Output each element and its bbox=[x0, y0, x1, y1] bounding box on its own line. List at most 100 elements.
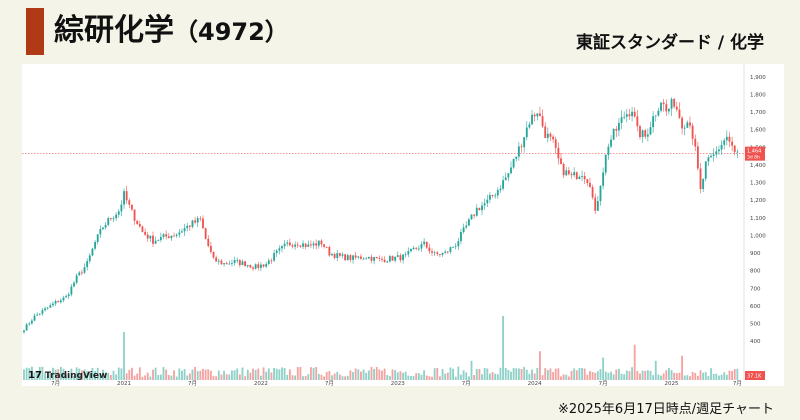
candle-body bbox=[52, 303, 54, 306]
candle-body bbox=[431, 251, 433, 253]
candle-body bbox=[420, 244, 423, 249]
volume-bar bbox=[420, 374, 423, 380]
volume-bar bbox=[107, 372, 110, 380]
volume-bar bbox=[117, 367, 120, 380]
candle-body bbox=[486, 199, 489, 204]
volume-bar bbox=[665, 370, 668, 380]
volume-bar bbox=[570, 370, 573, 380]
volume-bar bbox=[191, 369, 194, 380]
price-chart[interactable]: 400 500 600 700 800 900 1,000 1,100 1,200 1,300 1,… bbox=[22, 64, 784, 386]
volume-bar bbox=[244, 376, 247, 380]
candle-body bbox=[325, 246, 328, 248]
volume-bar bbox=[286, 374, 289, 380]
candle-body bbox=[199, 218, 202, 219]
volume-bar bbox=[120, 368, 123, 380]
candle-body bbox=[65, 296, 68, 298]
candle-body bbox=[586, 179, 589, 183]
candle-body bbox=[244, 261, 247, 267]
candle-body bbox=[636, 116, 639, 127]
volume-bar bbox=[152, 369, 154, 380]
volume-bar bbox=[188, 373, 191, 380]
candle-body bbox=[123, 191, 125, 205]
page-title: 綜研化学（4972） bbox=[54, 6, 289, 56]
volume-bar bbox=[341, 376, 344, 380]
candle-body bbox=[91, 248, 94, 256]
candle-body bbox=[567, 170, 570, 175]
volume-bar bbox=[462, 370, 465, 380]
x-tick-label: 2022 bbox=[254, 381, 268, 386]
candle-body bbox=[191, 220, 194, 227]
candle-body bbox=[510, 167, 512, 174]
volume-bar bbox=[404, 371, 407, 380]
candle-body bbox=[62, 297, 65, 301]
y-tick-label: 1,600 bbox=[750, 128, 766, 134]
volume-bar bbox=[338, 374, 341, 380]
candle-body bbox=[225, 263, 228, 265]
volume-bar bbox=[346, 375, 349, 380]
y-tick-label: 1,200 bbox=[750, 198, 766, 204]
volume-bar bbox=[344, 376, 347, 380]
candle-body bbox=[649, 127, 652, 135]
volume-bar bbox=[436, 367, 439, 380]
candle-body bbox=[736, 151, 739, 153]
candle-body bbox=[689, 122, 691, 126]
candle-body bbox=[159, 236, 162, 241]
volume-bar bbox=[417, 373, 420, 380]
candle-body bbox=[657, 110, 660, 116]
candle-body bbox=[259, 264, 262, 268]
candle-body bbox=[457, 241, 460, 247]
volume-bar bbox=[283, 368, 286, 380]
volume-bar bbox=[425, 375, 428, 380]
volume-bar bbox=[59, 367, 62, 380]
candle-body bbox=[115, 214, 118, 219]
volume-bar bbox=[599, 369, 602, 380]
volume-bar bbox=[646, 370, 649, 380]
candle-body bbox=[109, 218, 112, 220]
candle-body bbox=[515, 156, 518, 159]
volume-bar bbox=[620, 373, 623, 380]
volume-bar bbox=[281, 367, 283, 380]
candle-body bbox=[38, 313, 41, 315]
y-tick-label: 1,900 bbox=[750, 75, 766, 81]
tradingview-logo[interactable]: 17 TradingView bbox=[28, 370, 107, 381]
volume-bar bbox=[86, 371, 89, 380]
volume-bar bbox=[694, 372, 697, 380]
volume-bar bbox=[123, 332, 125, 380]
volume-bar bbox=[323, 376, 326, 380]
candle-body bbox=[591, 187, 594, 198]
candle-body bbox=[610, 139, 612, 147]
x-tick-label: 7月 bbox=[599, 380, 608, 386]
volume-bar bbox=[381, 370, 383, 380]
candle-body bbox=[302, 243, 304, 247]
y-tick-label: 1,300 bbox=[750, 181, 766, 187]
candle-body bbox=[86, 261, 89, 268]
volume-bar bbox=[25, 367, 28, 380]
volume-bar bbox=[549, 368, 552, 380]
candle-body bbox=[386, 261, 389, 263]
candle-body bbox=[449, 247, 452, 252]
candle-body bbox=[723, 140, 726, 145]
volume-bar bbox=[267, 368, 270, 380]
volume-bar bbox=[686, 375, 689, 380]
volume-bar bbox=[28, 368, 31, 380]
volume-bar bbox=[504, 367, 507, 380]
volume-bar bbox=[246, 369, 249, 380]
volume-bar bbox=[138, 367, 141, 380]
candle-body bbox=[681, 117, 684, 129]
volume-bar bbox=[170, 375, 173, 380]
candle-body bbox=[336, 253, 339, 258]
candle-body bbox=[352, 255, 354, 260]
candle-body bbox=[483, 203, 486, 206]
volume-tag bbox=[745, 371, 765, 380]
volume-bar bbox=[183, 369, 186, 380]
candle-body bbox=[49, 305, 52, 308]
y-tick-label: 400 bbox=[750, 339, 761, 345]
candle-body bbox=[620, 117, 623, 123]
volume-bar bbox=[273, 367, 275, 380]
candle-body bbox=[444, 251, 447, 253]
volume-bar bbox=[178, 368, 181, 380]
y-tick-label: 1,700 bbox=[750, 110, 766, 116]
volume-bar bbox=[386, 375, 389, 380]
volume-bar bbox=[528, 373, 531, 380]
volume-bar bbox=[515, 368, 518, 380]
